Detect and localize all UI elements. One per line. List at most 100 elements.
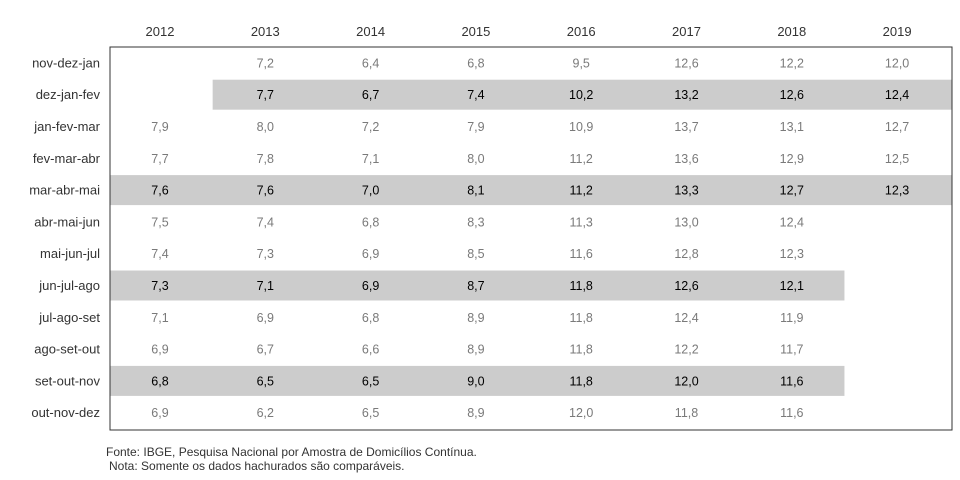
- table-cell: 8,9: [467, 406, 484, 420]
- table-cell: 12,8: [674, 247, 698, 261]
- table-cell: 7,2: [362, 120, 379, 134]
- source-note: Fonte: IBGE, Pesquisa Nacional por Amost…: [106, 445, 477, 459]
- table-cell: 7,7: [257, 88, 274, 102]
- table-cell: 12,7: [780, 184, 804, 198]
- table-cell: 8,0: [467, 152, 484, 166]
- table-cell: 7,4: [257, 215, 274, 229]
- table-cell: 6,8: [467, 56, 484, 70]
- table-cell: 6,9: [257, 311, 274, 325]
- table-cell: 11,8: [569, 343, 592, 357]
- table-cell: 6,7: [362, 88, 379, 102]
- table-cell: 12,0: [569, 406, 593, 420]
- row-label: jan-fev-mar: [33, 119, 100, 134]
- table-cell: 12,5: [885, 152, 909, 166]
- table-cell: 11,8: [569, 374, 592, 388]
- column-label: 2013: [251, 24, 280, 39]
- table-cell: 11,3: [569, 215, 592, 229]
- column-labels: 2012 2013 2014 2015 2016 2017 2018 2019: [146, 24, 912, 39]
- table-cell: 11,6: [780, 406, 803, 420]
- table-cell: 8,0: [257, 120, 274, 134]
- table-cell: 12,4: [885, 88, 909, 102]
- table-cell: 6,9: [362, 247, 379, 261]
- table-cell: 11,2: [569, 152, 592, 166]
- row-label: dez-jan-fev: [36, 87, 101, 102]
- row-labels: nov-dez-jan dez-jan-fev jan-fev-mar fev-mar…: [29, 55, 100, 420]
- table-cell: 12,0: [674, 374, 698, 388]
- table-cell: 6,2: [257, 406, 274, 420]
- table-cell: 7,9: [151, 120, 168, 134]
- row-label: jul-ago-set: [38, 310, 100, 325]
- row-label: out-nov-dez: [31, 405, 100, 420]
- column-label: 2019: [883, 24, 912, 39]
- column-label: 2014: [356, 24, 385, 39]
- table-cell: 13,2: [674, 88, 698, 102]
- table-cell: 6,4: [362, 56, 379, 70]
- table-cell: 7,9: [467, 120, 484, 134]
- highlight-band: [110, 365, 845, 396]
- table-cell: 6,8: [362, 311, 379, 325]
- table-cell: 6,7: [257, 343, 274, 357]
- table-cell: 6,9: [151, 406, 168, 420]
- table-cell: 12,2: [674, 343, 698, 357]
- row-label: nov-dez-jan: [32, 55, 100, 70]
- comparability-note: Nota: Somente os dados hachurados são co…: [109, 459, 405, 473]
- table-cell: 10,9: [569, 120, 593, 134]
- table-cell: 12,4: [780, 215, 804, 229]
- table-cell: 7,0: [362, 184, 379, 198]
- row-label: jun-jul-ago: [38, 278, 100, 293]
- row-label: set-out-nov: [35, 373, 101, 388]
- table-cell: 6,5: [362, 374, 379, 388]
- table-cell: 12,9: [780, 152, 804, 166]
- table-cell: 12,3: [885, 184, 909, 198]
- table-cell: 12,3: [780, 247, 804, 261]
- row-label: mai-jun-jul: [40, 246, 100, 261]
- table-cell: 12,6: [780, 88, 804, 102]
- table-cell: 7,5: [151, 215, 168, 229]
- table-cell: 13,7: [674, 120, 698, 134]
- highlight-bands: [110, 79, 952, 396]
- table-cell: 13,0: [674, 215, 698, 229]
- column-label: 2018: [777, 24, 806, 39]
- row-label: mar-abr-mai: [29, 183, 100, 198]
- highlight-band: [110, 175, 952, 206]
- table-cell: 8,3: [467, 215, 484, 229]
- table-cell: 6,9: [151, 343, 168, 357]
- row-label: fev-mar-abr: [33, 151, 101, 166]
- table-cell: 6,8: [151, 374, 168, 388]
- highlight-band: [110, 270, 845, 301]
- table-cell: 12,1: [780, 279, 804, 293]
- table-cell: 9,5: [573, 56, 590, 70]
- table-cell: 8,9: [467, 343, 484, 357]
- table-cell: 7,8: [257, 152, 274, 166]
- row-label: ago-set-out: [34, 342, 100, 357]
- table-cell: 10,2: [569, 88, 593, 102]
- table-cell: 11,6: [780, 374, 803, 388]
- table-cell: 11,6: [569, 247, 592, 261]
- column-label: 2012: [146, 24, 175, 39]
- table-cell: 6,5: [257, 374, 274, 388]
- table-cell: 12,6: [674, 279, 698, 293]
- table-cell: 12,2: [780, 56, 804, 70]
- table-cell: 8,5: [467, 247, 484, 261]
- table-cell: 7,4: [467, 88, 484, 102]
- table-cell: 7,4: [151, 247, 168, 261]
- table-cell: 7,3: [257, 247, 274, 261]
- table-cell: 12,7: [885, 120, 909, 134]
- row-label: abr-mai-jun: [34, 214, 100, 229]
- table-cell: 11,8: [569, 311, 592, 325]
- table-cell: 11,2: [569, 184, 592, 198]
- table-cell: 7,6: [257, 184, 274, 198]
- table-cell: 7,2: [257, 56, 274, 70]
- table-cell: 13,3: [674, 184, 698, 198]
- table-cell: 11,8: [675, 406, 698, 420]
- table-cell: 13,6: [674, 152, 698, 166]
- table-cell: 13,1: [780, 120, 804, 134]
- table-cell: 9,0: [467, 374, 484, 388]
- table-cell: 8,9: [467, 311, 484, 325]
- table-cell: 7,1: [151, 311, 168, 325]
- table-cell: 6,8: [362, 215, 379, 229]
- column-label: 2015: [461, 24, 490, 39]
- table-cell: 11,7: [780, 343, 803, 357]
- table-cell: 6,6: [362, 343, 379, 357]
